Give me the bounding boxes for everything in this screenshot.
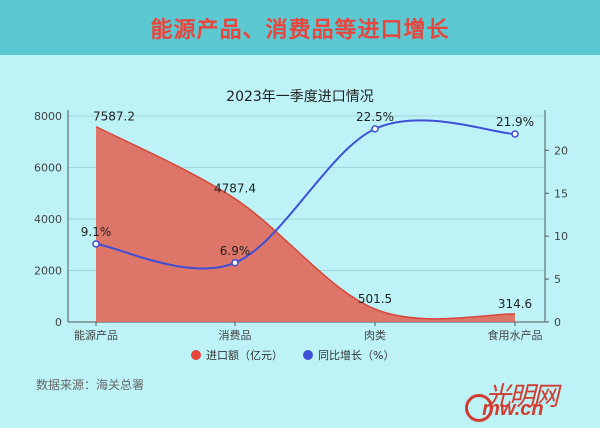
legend: 进口额（亿元） 同比增长（%） bbox=[191, 348, 394, 362]
growth-point bbox=[231, 259, 239, 267]
area-import-value bbox=[96, 126, 515, 322]
y-right-tick-label: 0 bbox=[554, 316, 561, 329]
y-left-tick-label: 8000 bbox=[34, 110, 62, 123]
import-value-label: 501.5 bbox=[358, 292, 392, 306]
growth-value-label: 21.9% bbox=[496, 115, 534, 129]
chart-marks: 7587.2 4787.4 501.5 314.6 9.1% 6.9% 22.5% 21.9% bbox=[81, 110, 534, 322]
import-value-label: 7587.2 bbox=[93, 110, 135, 124]
y-right-tick-label: 15 bbox=[554, 187, 568, 200]
growth-value-label: 9.1% bbox=[81, 225, 112, 239]
y-left-tick-label: 4000 bbox=[34, 213, 62, 226]
growth-value-label: 22.5% bbox=[356, 110, 394, 124]
x-tick-label: 消费品 bbox=[219, 328, 252, 342]
line-growth-rate bbox=[95, 119, 516, 270]
banner: 能源产品、消费品等进口增长 bbox=[0, 0, 600, 55]
logo-name: 光明网 bbox=[485, 382, 559, 412]
x-tick-label: 能源产品 bbox=[74, 328, 118, 342]
y-left-tick-label: 2000 bbox=[34, 265, 62, 278]
logo-site: mw.cn bbox=[471, 398, 544, 420]
y-right-tick-label: 20 bbox=[554, 144, 568, 157]
logo-g-ring bbox=[465, 394, 493, 422]
legend-swatch bbox=[303, 350, 313, 360]
data-source: 数据来源：海关总署 bbox=[36, 378, 145, 392]
gmw-logo[interactable]: 光明网 mw.cn bbox=[465, 376, 590, 424]
growth-point bbox=[92, 240, 100, 248]
y-right-tick-label: 5 bbox=[554, 273, 561, 286]
axes: 0 2000 4000 6000 8000 0 5 10 15 20 能源产品 消费品 肉类 食用水产品 bbox=[34, 110, 568, 342]
import-value-label: 314.6 bbox=[498, 297, 532, 311]
y-right-tick-label: 10 bbox=[554, 230, 568, 243]
x-tick-label: 食用水产品 bbox=[488, 328, 543, 342]
y-left-tick-label: 0 bbox=[55, 316, 62, 329]
banner-title: 能源产品、消费品等进口增长 bbox=[150, 17, 450, 43]
area-import-outline bbox=[95, 125, 516, 320]
growth-point bbox=[371, 125, 379, 133]
legend-label: 进口额（亿元） bbox=[206, 349, 283, 362]
x-tick-label: 肉类 bbox=[364, 328, 386, 342]
chart-title: 2023年一季度进口情况 bbox=[226, 89, 374, 105]
y-left-tick-label: 6000 bbox=[34, 162, 62, 175]
import-value-label: 4787.4 bbox=[214, 182, 256, 196]
legend-swatch bbox=[191, 350, 201, 360]
growth-point bbox=[511, 130, 519, 138]
growth-value-label: 6.9% bbox=[220, 244, 251, 258]
legend-label: 同比增长（%） bbox=[318, 348, 394, 362]
